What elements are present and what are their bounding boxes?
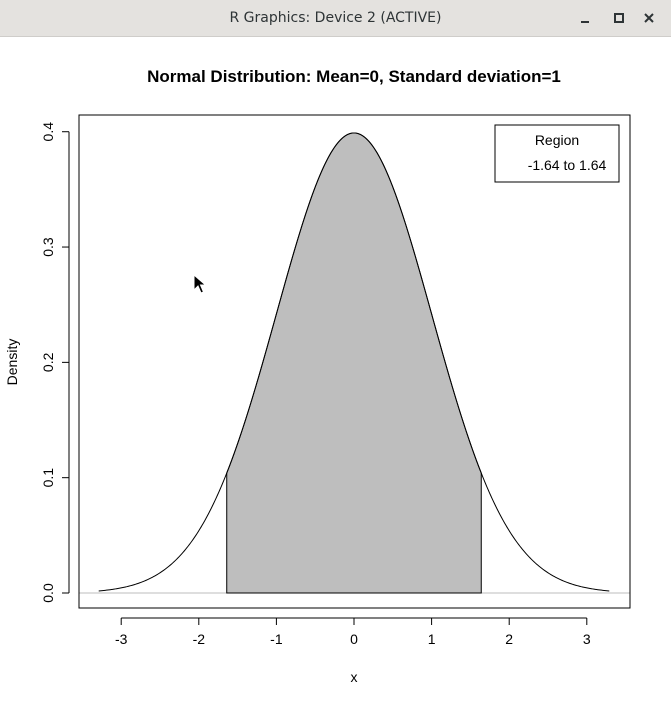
x-axis-label: x: [351, 669, 358, 685]
y-tick-label: 0.1: [40, 468, 56, 488]
normal-distribution-chart: Normal Distribution: Mean=0, Standard de…: [4, 67, 631, 685]
shaded-region: [226, 132, 482, 594]
plot-area: Normal Distribution: Mean=0, Standard de…: [0, 38, 671, 707]
x-tick-label: 2: [505, 631, 513, 647]
plot-content: [79, 132, 630, 594]
y-tick-label: 0.0: [40, 583, 56, 603]
legend: Region -1.64 to 1.64: [494, 124, 620, 183]
window-title: R Graphics: Device 2 (ACTIVE): [229, 10, 442, 26]
close-icon: [644, 13, 654, 23]
x-tick-label: 0: [350, 631, 358, 647]
minimize-button[interactable]: [573, 7, 597, 29]
x-tick-label: 1: [428, 631, 436, 647]
legend-box: [494, 124, 620, 183]
legend-title: Region: [535, 132, 579, 148]
y-tick-label: 0.3: [40, 237, 56, 257]
chart-title: Normal Distribution: Mean=0, Standard de…: [147, 67, 561, 86]
y-tick-label: 0.2: [40, 352, 56, 372]
maximize-icon: [614, 13, 624, 23]
maximize-button[interactable]: [607, 7, 631, 29]
mouse-cursor-icon: [193, 273, 207, 294]
minimize-icon: [581, 21, 589, 23]
x-tick-label: -2: [193, 631, 206, 647]
y-axis: 0.0 0.1 0.2 0.3 0.4: [40, 122, 70, 603]
x-axis: -3 -2 -1 0 1 2 3: [115, 617, 591, 647]
y-tick-label: 0.4: [40, 122, 56, 142]
x-tick-label: -3: [115, 631, 128, 647]
x-tick-label: 3: [583, 631, 591, 647]
window-titlebar[interactable]: R Graphics: Device 2 (ACTIVE): [0, 0, 671, 37]
y-axis-label: Density: [4, 339, 20, 386]
plot-box: [78, 114, 631, 609]
x-tick-label: -1: [270, 631, 283, 647]
legend-entry: -1.64 to 1.64: [528, 157, 607, 173]
close-button[interactable]: [637, 7, 661, 29]
density-curve: [98, 132, 610, 592]
